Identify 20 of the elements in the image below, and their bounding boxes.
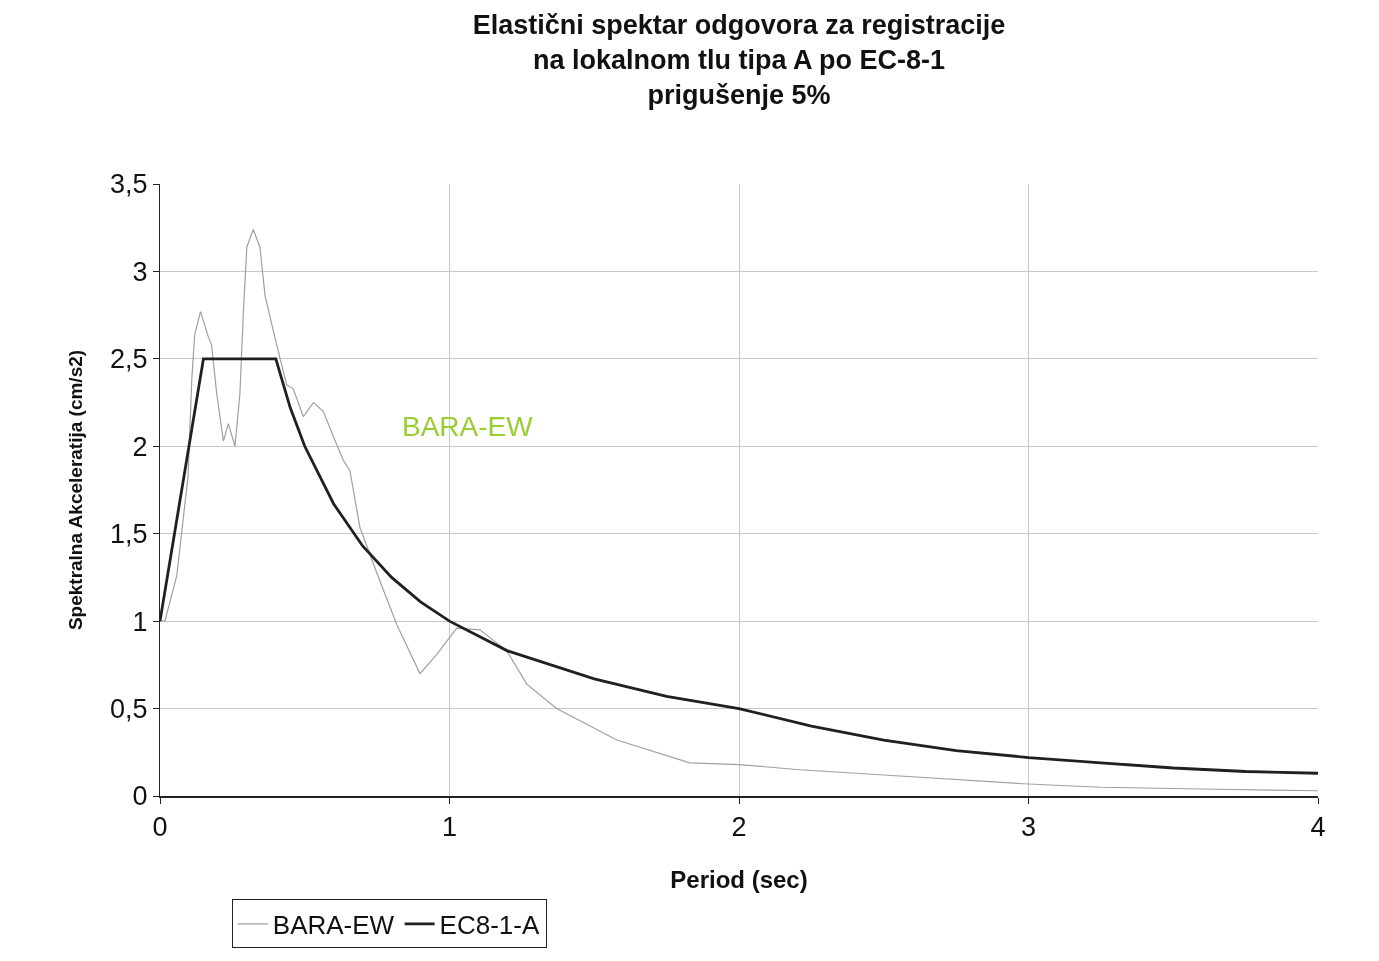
annotation: BARA-EW [402,411,534,442]
x-tick-label: 3 [1020,812,1037,843]
y-tick-label: 2 [132,431,148,462]
legend-label: EC8-1-A [439,909,540,940]
y-tick-label: 1 [132,606,148,637]
legend-label: BARA-EW [272,909,395,940]
y-tick-label: 3,5 [110,169,148,200]
x-tick-label: 0 [152,812,168,843]
y-tick-label: 0,5 [110,694,148,725]
x-tick-label: 1 [441,812,458,843]
x-tick-label: 2 [731,812,747,843]
y-axis-title: Spektralna Akceleratija (cm/s2) [64,349,86,631]
y-tick-label: 0 [132,781,148,812]
chart-title: Elastični spektar odgovora za registracije na lokalnom tlu tipa A po EC-8-1 prigušenje 5% [472,9,1006,110]
y-tick-label: 3 [132,256,148,287]
line-series [160,228,1318,792]
y-tick-label: 2,5 [110,344,148,375]
x-tick-label: 4 [1310,812,1326,843]
y-tick-label: 1,5 [110,519,148,550]
x-axis-title: Period (sec) [670,866,808,894]
